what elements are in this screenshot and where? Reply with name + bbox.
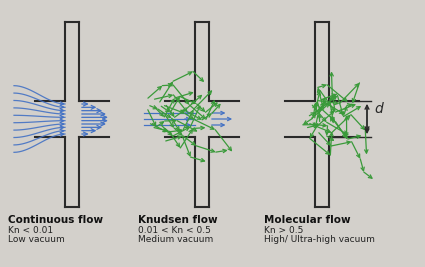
Text: Medium vacuum: Medium vacuum <box>138 235 213 244</box>
Text: Continuous flow: Continuous flow <box>8 215 103 225</box>
Text: Low vacuum: Low vacuum <box>8 235 65 244</box>
Text: 0.01 < Kn < 0.5: 0.01 < Kn < 0.5 <box>138 226 211 235</box>
Text: Kn < 0.01: Kn < 0.01 <box>8 226 53 235</box>
Text: Kn > 0.5: Kn > 0.5 <box>264 226 303 235</box>
Text: High/ Ultra-high vacuum: High/ Ultra-high vacuum <box>264 235 375 244</box>
Text: d: d <box>374 102 383 116</box>
Text: Knudsen flow: Knudsen flow <box>138 215 218 225</box>
Text: Molecular flow: Molecular flow <box>264 215 351 225</box>
